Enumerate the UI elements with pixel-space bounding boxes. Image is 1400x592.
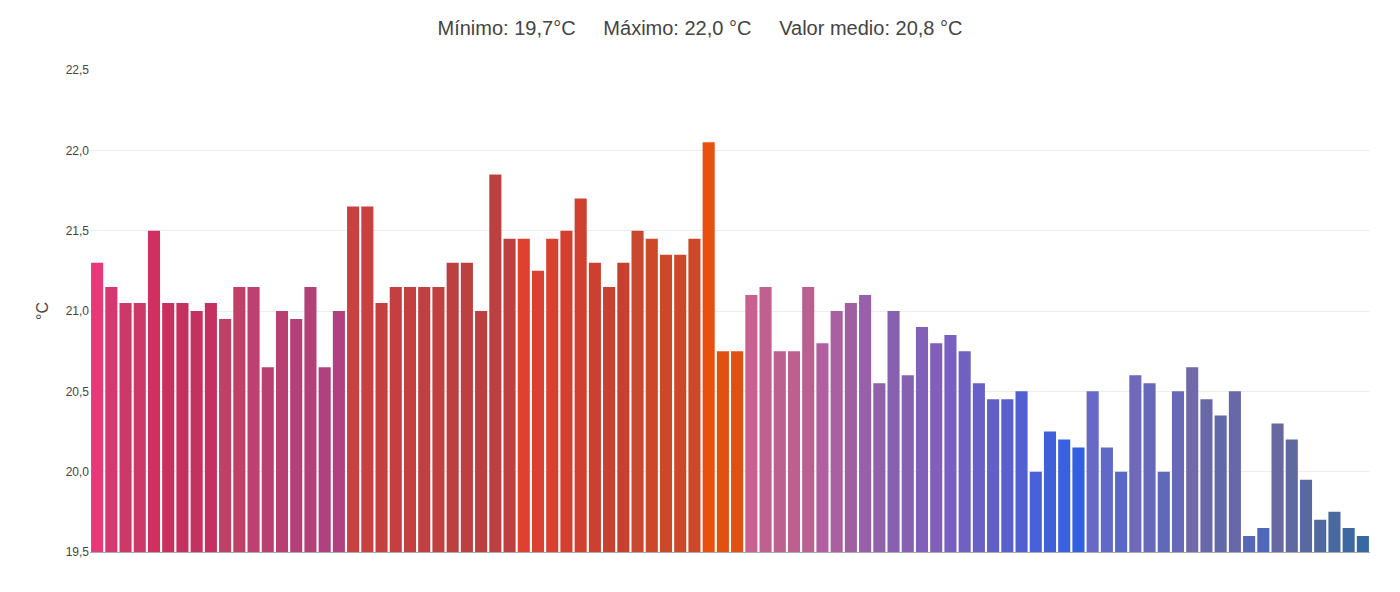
svg-text:°C: °C xyxy=(34,302,51,320)
svg-text:22,5: 22,5 xyxy=(66,63,90,77)
svg-text:19,5: 19,5 xyxy=(66,545,90,559)
svg-text:21,0: 21,0 xyxy=(66,304,90,318)
svg-text:22,0: 22,0 xyxy=(66,144,90,158)
svg-text:Mínimo: 19,7°C Máximo: 22,: Mínimo: 19,7°C Máximo: 22,0 °C Valor med… xyxy=(438,17,963,39)
svg-text:20,5: 20,5 xyxy=(66,385,90,399)
svg-text:20,0: 20,0 xyxy=(66,465,90,479)
svg-text:21,5: 21,5 xyxy=(66,224,90,238)
